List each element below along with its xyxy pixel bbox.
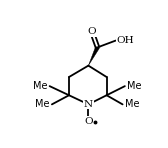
Text: Me: Me <box>35 99 50 109</box>
Text: N: N <box>84 100 93 109</box>
Text: O: O <box>84 117 93 126</box>
Text: Me: Me <box>125 99 139 109</box>
Polygon shape <box>88 46 99 66</box>
Text: Me: Me <box>33 81 47 91</box>
Text: O: O <box>88 27 96 36</box>
Text: Me: Me <box>127 81 142 91</box>
Text: OH: OH <box>117 36 135 45</box>
